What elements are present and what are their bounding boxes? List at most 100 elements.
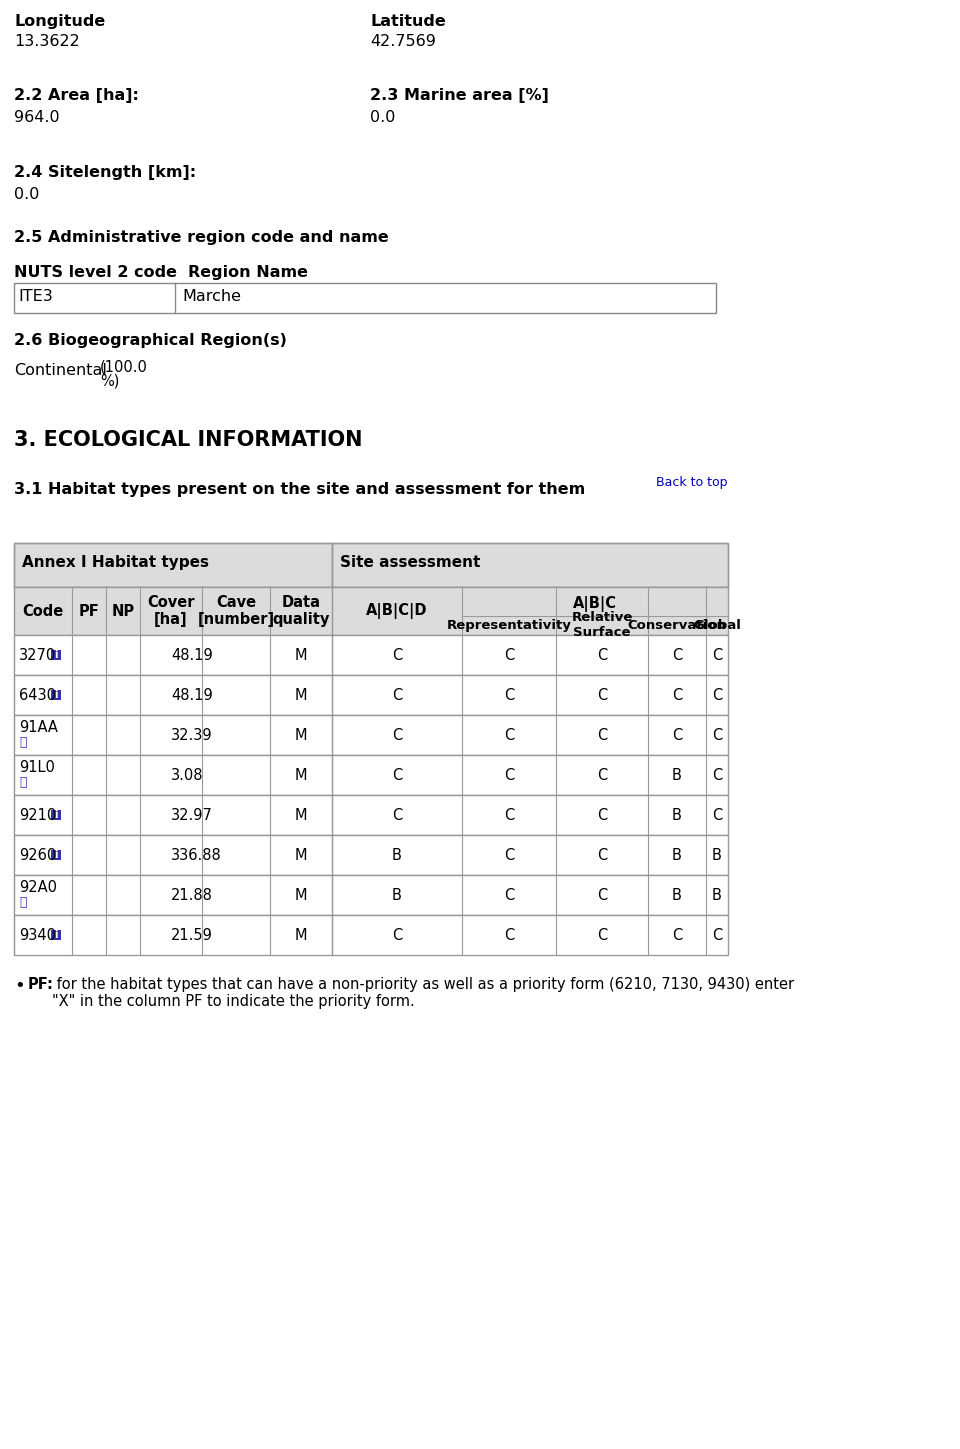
Text: 9340: 9340 <box>19 927 56 942</box>
Text: C: C <box>672 648 683 662</box>
Text: Back to top: Back to top <box>657 477 728 488</box>
Text: Cave
[number]: Cave [number] <box>198 594 275 627</box>
Text: C: C <box>504 727 515 742</box>
Text: 3.1 Habitat types present on the site and assessment for them: 3.1 Habitat types present on the site an… <box>14 483 586 497</box>
Text: PF:: PF: <box>28 977 54 993</box>
Text: B: B <box>392 848 402 862</box>
Text: 92A0: 92A0 <box>19 881 57 895</box>
Text: C: C <box>672 927 683 942</box>
Text: i: i <box>54 810 58 820</box>
Text: Data
quality: Data quality <box>273 594 329 627</box>
Text: C: C <box>712 927 722 942</box>
Text: C: C <box>597 848 607 862</box>
Text: 9260: 9260 <box>19 848 57 862</box>
Text: ⓘ: ⓘ <box>19 897 27 910</box>
Bar <box>14 914 728 955</box>
Text: %): %) <box>100 372 119 388</box>
Text: M: M <box>295 887 307 903</box>
Text: ⓘ: ⓘ <box>19 736 27 749</box>
Text: i: i <box>54 930 58 940</box>
Text: 9210: 9210 <box>19 807 57 823</box>
Text: i: i <box>54 651 58 659</box>
Text: B: B <box>672 848 682 862</box>
Text: 336.88: 336.88 <box>171 848 222 862</box>
Text: 91L0: 91L0 <box>19 761 55 775</box>
Text: ⓘ: ⓘ <box>19 777 27 790</box>
Text: M: M <box>295 768 307 782</box>
Text: Conservation: Conservation <box>628 619 727 632</box>
Text: M: M <box>295 848 307 862</box>
Text: M: M <box>295 687 307 703</box>
Bar <box>14 587 728 635</box>
Text: M: M <box>295 648 307 662</box>
Text: C: C <box>597 927 607 942</box>
Text: Marche: Marche <box>182 288 241 304</box>
Text: C: C <box>504 648 515 662</box>
Text: Region Name: Region Name <box>188 265 308 280</box>
Text: (100.0: (100.0 <box>100 359 148 374</box>
Bar <box>14 675 728 714</box>
Bar <box>332 543 728 587</box>
Text: C: C <box>392 927 402 942</box>
Text: Cover
[ha]: Cover [ha] <box>147 594 195 627</box>
Text: ITE3: ITE3 <box>18 288 53 304</box>
Text: 3270: 3270 <box>19 648 57 662</box>
Bar <box>14 714 728 755</box>
Text: C: C <box>712 807 722 823</box>
Text: C: C <box>712 687 722 703</box>
Text: C: C <box>597 887 607 903</box>
Text: 48.19: 48.19 <box>171 648 213 662</box>
Text: 6430: 6430 <box>19 687 56 703</box>
Text: NP: NP <box>111 603 134 619</box>
Text: 2.5 Administrative region code and name: 2.5 Administrative region code and name <box>14 230 389 245</box>
Text: C: C <box>392 768 402 782</box>
Text: 91AA: 91AA <box>19 720 58 736</box>
Text: C: C <box>597 648 607 662</box>
Text: 964.0: 964.0 <box>14 110 60 125</box>
Text: B: B <box>672 887 682 903</box>
Text: B: B <box>712 848 722 862</box>
Text: C: C <box>672 687 683 703</box>
Text: C: C <box>712 648 722 662</box>
Text: Site assessment: Site assessment <box>340 555 480 569</box>
Text: C: C <box>504 807 515 823</box>
Text: M: M <box>295 807 307 823</box>
Text: C: C <box>504 887 515 903</box>
Bar <box>51 851 60 861</box>
Text: C: C <box>392 648 402 662</box>
Text: C: C <box>597 807 607 823</box>
Text: 48.19: 48.19 <box>171 687 213 703</box>
Bar <box>14 796 728 835</box>
Text: C: C <box>392 807 402 823</box>
Text: 2.6 Biogeographical Region(s): 2.6 Biogeographical Region(s) <box>14 333 287 348</box>
Text: PF: PF <box>79 603 100 619</box>
Text: 2.4 Sitelength [km]:: 2.4 Sitelength [km]: <box>14 165 196 180</box>
Bar <box>14 755 728 796</box>
Text: 3. ECOLOGICAL INFORMATION: 3. ECOLOGICAL INFORMATION <box>14 430 363 451</box>
Text: i: i <box>54 851 58 861</box>
Text: C: C <box>597 687 607 703</box>
Bar <box>14 543 332 587</box>
Text: M: M <box>295 927 307 942</box>
Bar <box>14 835 728 875</box>
Text: 3.08: 3.08 <box>171 768 204 782</box>
Text: A|B|C|D: A|B|C|D <box>367 603 428 619</box>
Text: M: M <box>295 727 307 742</box>
Text: C: C <box>597 768 607 782</box>
Text: C: C <box>712 727 722 742</box>
Text: C: C <box>504 927 515 942</box>
Text: C: C <box>392 727 402 742</box>
Text: 0.0: 0.0 <box>14 187 39 201</box>
Text: C: C <box>504 768 515 782</box>
Text: 13.3622: 13.3622 <box>14 33 80 49</box>
Text: i: i <box>54 690 58 700</box>
Text: for the habitat types that can have a non-priority as well as a priority form (6: for the habitat types that can have a no… <box>52 977 794 1010</box>
Text: Latitude: Latitude <box>370 14 445 29</box>
Text: C: C <box>597 727 607 742</box>
Text: C: C <box>712 768 722 782</box>
Text: Continental: Continental <box>14 364 107 378</box>
Text: Global: Global <box>693 619 741 632</box>
Text: 42.7569: 42.7569 <box>370 33 436 49</box>
Text: A|B|C: A|B|C <box>573 596 617 611</box>
Text: Relative
Surface: Relative Surface <box>571 611 633 639</box>
